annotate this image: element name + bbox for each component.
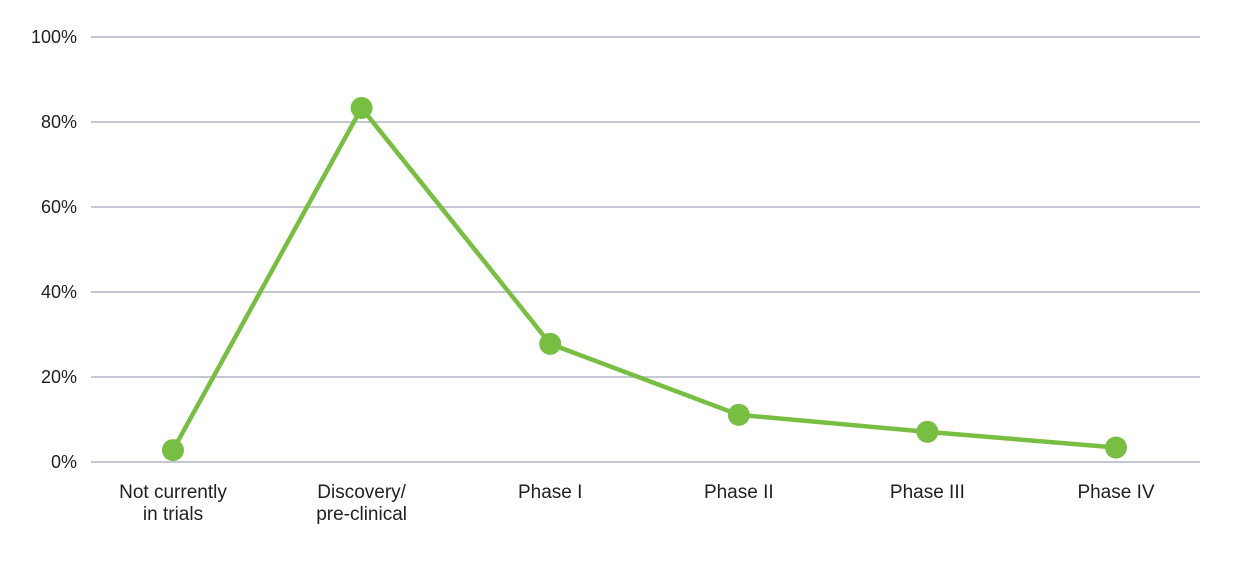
y-axis-tick-label: 80% — [41, 112, 77, 132]
x-axis-label: in trials — [143, 504, 203, 525]
y-axis-tick-label: 0% — [51, 452, 77, 472]
data-point — [1105, 436, 1127, 459]
data-point — [350, 96, 373, 119]
y-axis-tick-label: 60% — [41, 197, 77, 217]
data-point — [727, 403, 750, 426]
x-axis-label: Discovery/ — [317, 482, 406, 503]
x-axis-label: Not currently — [119, 482, 227, 503]
x-axis-label: Phase III — [890, 482, 965, 503]
data-point — [916, 420, 939, 443]
y-axis-tick-label: 100% — [31, 27, 77, 47]
x-axis-label: Phase I — [518, 482, 582, 503]
y-axis-tick-label: 20% — [41, 367, 77, 387]
x-axis-label: Phase IV — [1077, 482, 1154, 503]
x-axis-label: pre-clinical — [316, 504, 407, 525]
data-point — [162, 439, 184, 462]
series-line — [170, 105, 1119, 453]
data-point — [539, 332, 562, 355]
x-axis-label: Phase II — [704, 482, 774, 503]
y-axis-tick-label: 40% — [41, 282, 77, 302]
